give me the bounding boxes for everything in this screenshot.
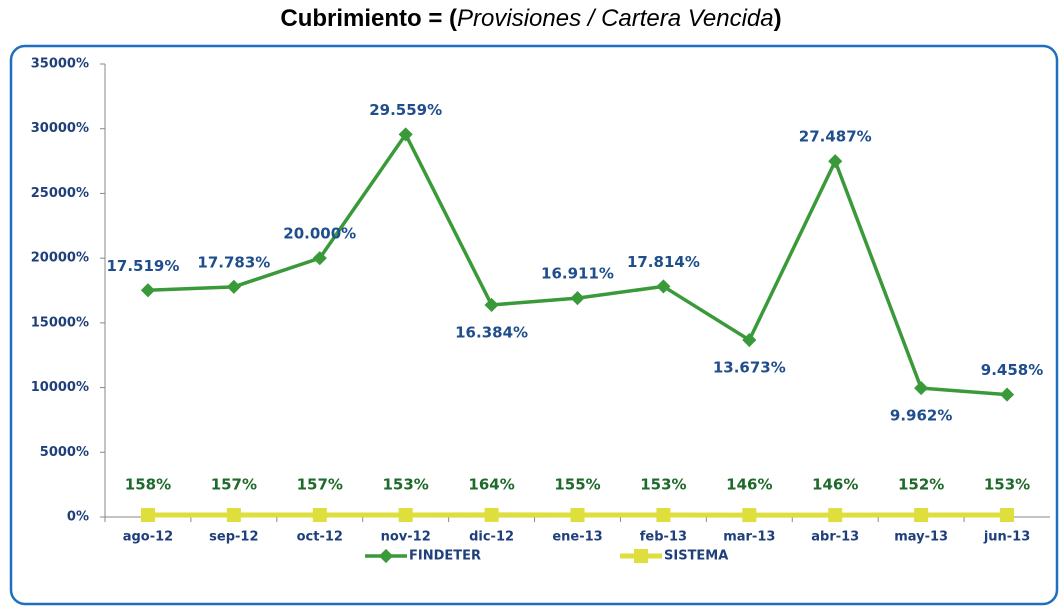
x-tick-label: ene-13: [552, 530, 602, 545]
point-marker: [571, 508, 585, 522]
point-marker: [399, 508, 413, 522]
y-tick-label: 5000%: [40, 445, 89, 460]
x-tick-label: jun-13: [983, 530, 1030, 545]
title-part: Provisiones / Cartera Vencida: [457, 5, 774, 32]
chart-frame: [11, 46, 1057, 604]
point-marker: [1000, 508, 1014, 522]
y-tick-label: 35000%: [31, 57, 89, 72]
point-marker: [914, 508, 928, 522]
title-part: ): [774, 5, 782, 32]
data-label: 17.814%: [627, 253, 700, 271]
x-tick-label: sep-12: [209, 530, 258, 545]
x-tick-label: oct-12: [297, 530, 343, 545]
title-part: Cubrimiento = (: [280, 5, 457, 32]
point-marker: [656, 508, 670, 522]
chart-title: Cubrimiento = (Provisiones / Cartera Ven…: [280, 5, 781, 32]
data-label: 155%: [554, 475, 600, 493]
data-label: 27.487%: [799, 128, 872, 146]
x-tick-label: nov-12: [381, 530, 431, 545]
legend-label: FINDETER: [409, 549, 481, 564]
data-label: 20.000%: [283, 225, 356, 243]
data-label: 146%: [812, 476, 858, 494]
data-label: 16.384%: [455, 323, 528, 341]
x-tick-label: ago-12: [123, 530, 174, 545]
x-tick-label: feb-13: [640, 530, 687, 545]
y-tick-label: 0%: [67, 510, 89, 525]
y-tick-label: 30000%: [31, 121, 89, 136]
data-label: 16.911%: [541, 265, 614, 283]
data-label: 153%: [383, 476, 429, 494]
x-tick-label: abr-13: [811, 530, 859, 545]
legend-label: SISTEMA: [664, 549, 728, 564]
data-label: 9.458%: [981, 361, 1043, 379]
data-label: 158%: [125, 475, 171, 493]
x-tick-label: dic-12: [469, 530, 514, 545]
data-label: 9.962%: [890, 407, 952, 425]
x-tick-label: mar-13: [723, 530, 775, 545]
y-tick-label: 10000%: [31, 380, 89, 395]
point-marker: [141, 508, 155, 522]
point-marker: [742, 508, 756, 522]
data-label: 164%: [468, 475, 514, 493]
data-label: 157%: [297, 475, 343, 493]
point-marker: [227, 508, 241, 522]
point-marker: [313, 508, 327, 522]
y-tick-label: 25000%: [31, 186, 89, 201]
data-label: 153%: [640, 476, 686, 494]
point-marker: [828, 508, 842, 522]
data-label: 13.673%: [713, 359, 786, 377]
data-label: 157%: [211, 475, 257, 493]
data-label: 153%: [984, 476, 1030, 494]
data-label: 17.783%: [197, 253, 270, 271]
data-label: 146%: [726, 476, 772, 494]
data-label: 29.559%: [369, 101, 442, 119]
y-tick-label: 15000%: [31, 315, 89, 330]
data-label: 17.519%: [106, 257, 179, 275]
x-tick-label: may-13: [894, 530, 948, 545]
point-marker: [485, 508, 499, 522]
data-label: 152%: [898, 476, 944, 494]
y-tick-label: 20000%: [31, 251, 89, 266]
legend-swatch: [634, 549, 648, 563]
